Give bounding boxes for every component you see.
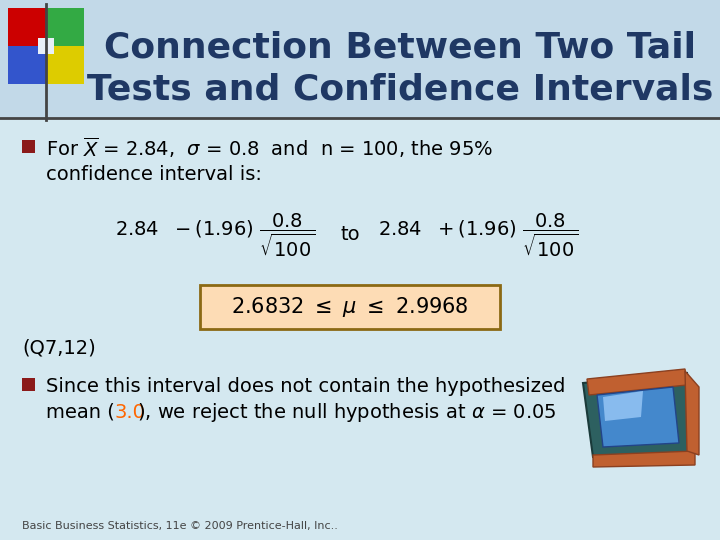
Text: Tests and Confidence Intervals: Tests and Confidence Intervals: [87, 73, 714, 107]
Text: Since this interval does not contain the hypothesized: Since this interval does not contain the…: [46, 376, 565, 395]
Text: confidence interval is:: confidence interval is:: [46, 165, 262, 184]
Polygon shape: [603, 391, 643, 421]
Text: For $\overline{X}$ = 2.84,  $\sigma$ = 0.8  and  n = 100, the 95%: For $\overline{X}$ = 2.84, $\sigma$ = 0.…: [46, 136, 493, 160]
Polygon shape: [593, 451, 695, 467]
Text: 3.0: 3.0: [114, 402, 145, 422]
Bar: [200, 285, 500, 329]
Polygon shape: [597, 387, 679, 447]
Bar: [46, 8, 84, 46]
Text: Connection Between Two Tail: Connection Between Two Tail: [104, 31, 696, 65]
Bar: [22, 140, 35, 153]
Bar: [0, 0, 720, 118]
Text: 2.6832 $\leq$ $\mu$ $\leq$ 2.9968: 2.6832 $\leq$ $\mu$ $\leq$ 2.9968: [231, 295, 469, 319]
Bar: [38, 38, 54, 54]
Text: Basic Business Statistics, 11e © 2009 Prentice-Hall, Inc..: Basic Business Statistics, 11e © 2009 Pr…: [22, 521, 338, 531]
Bar: [8, 8, 46, 46]
Polygon shape: [583, 373, 697, 457]
Text: (Q7,12): (Q7,12): [22, 339, 96, 357]
Text: ), we reject the null hypothesis at $\alpha$ = 0.05: ), we reject the null hypothesis at $\al…: [137, 401, 557, 423]
Bar: [22, 378, 35, 391]
Text: $2.84\ \ +(1.96)\ \dfrac{0.8}{\sqrt{100}}$: $2.84\ \ +(1.96)\ \dfrac{0.8}{\sqrt{100}…: [378, 211, 578, 259]
Polygon shape: [685, 371, 699, 455]
Text: to: to: [340, 226, 360, 245]
Polygon shape: [587, 369, 687, 395]
Text: $2.84\ \ -(1.96)\ \dfrac{0.8}{\sqrt{100}}$: $2.84\ \ -(1.96)\ \dfrac{0.8}{\sqrt{100}…: [115, 211, 315, 259]
Bar: [8, 46, 46, 84]
Bar: [46, 46, 84, 84]
Text: mean (: mean (: [46, 402, 114, 422]
